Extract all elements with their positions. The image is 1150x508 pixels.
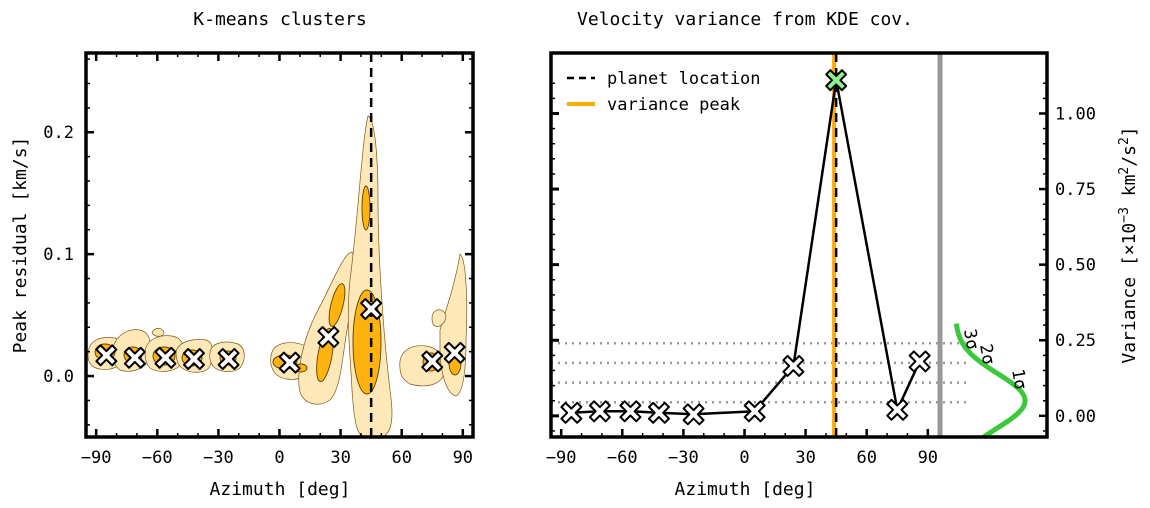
x-tick-label: 0 bbox=[274, 448, 284, 468]
cluster-center-marker bbox=[182, 347, 205, 370]
inner-contour-cluster-8a bbox=[361, 185, 371, 231]
x-tick-label: −30 bbox=[203, 448, 234, 468]
cluster-density-contours bbox=[87, 115, 468, 437]
x-tick-label: −60 bbox=[142, 448, 173, 468]
right-axes-frame bbox=[549, 51, 1049, 439]
left-title: K-means clusters bbox=[193, 9, 366, 30]
y-tick-label: 0.25 bbox=[1055, 331, 1096, 351]
outer-contour-cluster-7 bbox=[298, 251, 355, 405]
variance-peak-marker bbox=[825, 69, 848, 92]
left-ylabel: Peak residual [km/s] bbox=[10, 137, 31, 354]
left-ticks: −90 −60 −30 0 30 60 90 0.0 0.1 0.2 bbox=[43, 53, 473, 468]
x-tick-label: 30 bbox=[795, 448, 815, 468]
cluster-center-marker bbox=[278, 351, 301, 374]
y-tick-label: 0.50 bbox=[1055, 256, 1096, 276]
x-tick-label: −60 bbox=[607, 448, 638, 468]
sigma-dotted-lines bbox=[551, 342, 971, 404]
cluster-center-marker bbox=[317, 326, 340, 349]
x-tick-label: 30 bbox=[330, 448, 350, 468]
variance-marker bbox=[560, 401, 583, 424]
sigma-label: 1σ bbox=[1007, 367, 1030, 391]
right-ylabel: Variance [×10−3 km2/s2] bbox=[1117, 126, 1140, 363]
sigma-label: 3σ bbox=[959, 327, 982, 351]
variance-marker bbox=[682, 403, 705, 426]
variance-marker bbox=[647, 401, 670, 424]
cluster-center-marker bbox=[95, 344, 118, 367]
outer-contour-cluster-12 bbox=[151, 328, 165, 337]
legend-peak-label: variance peak bbox=[607, 95, 740, 115]
variance-marker bbox=[619, 400, 642, 423]
kmeans-panel: K-means clusters bbox=[10, 9, 475, 500]
legend: planet location variance peak bbox=[567, 69, 761, 115]
x-tick-label: 90 bbox=[453, 448, 473, 468]
y-tick-label: 0.75 bbox=[1055, 180, 1096, 200]
legend-planet-label: planet location bbox=[607, 69, 761, 89]
variance-marker bbox=[908, 350, 931, 373]
right-xlabel: Azimuth [deg] bbox=[675, 479, 816, 500]
inner-contour-cluster-7a bbox=[328, 283, 346, 327]
outer-contour-cluster-11 bbox=[431, 309, 447, 327]
y-tick-label: 0.0 bbox=[43, 367, 74, 387]
variance-series-line bbox=[571, 79, 921, 416]
y-tick-label: 0.00 bbox=[1055, 407, 1096, 427]
x-tick-label: 60 bbox=[856, 448, 876, 468]
right-ticks: −90 −60 −30 0 30 60 90 0.00 0.25 0.50 0.75 1.00 bbox=[546, 82, 1096, 468]
x-tick-label: −90 bbox=[546, 448, 577, 468]
x-tick-label: 90 bbox=[918, 448, 938, 468]
variance-marker bbox=[588, 400, 611, 423]
left-xlabel: Azimuth [deg] bbox=[210, 479, 351, 500]
cluster-center-marker bbox=[443, 341, 466, 364]
cluster-center-marker bbox=[154, 346, 177, 369]
x-tick-label: 0 bbox=[739, 448, 749, 468]
cluster-centers bbox=[95, 298, 466, 374]
x-tick-label: −30 bbox=[668, 448, 699, 468]
cluster-center-marker bbox=[217, 347, 240, 370]
cluster-center-marker bbox=[421, 350, 444, 373]
right-title: Velocity variance from KDE cov. bbox=[577, 9, 913, 30]
cluster-center-marker bbox=[360, 298, 383, 320]
x-tick-label: −90 bbox=[81, 448, 112, 468]
variance-markers bbox=[560, 69, 931, 426]
variance-marker bbox=[743, 400, 766, 423]
left-axes-frame bbox=[84, 51, 475, 439]
y-tick-label: 0.1 bbox=[43, 245, 74, 265]
variance-marker bbox=[886, 398, 909, 421]
y-tick-label: 1.00 bbox=[1055, 104, 1096, 124]
variance-marker bbox=[782, 354, 805, 377]
gaussian-curve bbox=[953, 323, 1028, 440]
cluster-center-marker bbox=[123, 346, 146, 369]
x-tick-label: 60 bbox=[391, 448, 411, 468]
y-tick-label: 0.2 bbox=[43, 123, 74, 143]
sigma-label: 2σ bbox=[975, 342, 998, 366]
